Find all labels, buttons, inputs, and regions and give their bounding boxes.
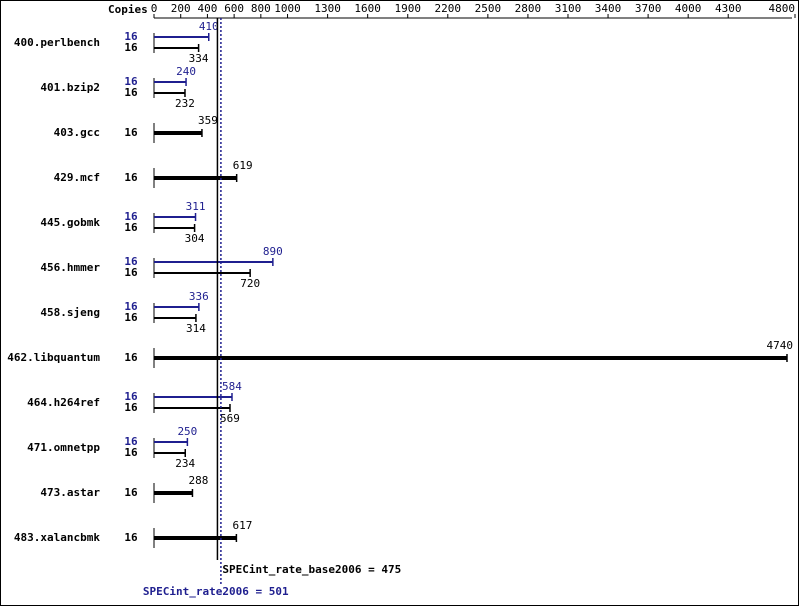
copies: 16 [124,210,138,223]
copies: 16 [124,75,138,88]
category-label: 401.bzip2 [40,81,100,94]
category-label: 445.gobmk [40,216,100,229]
x-tick-label: 2800 [515,2,542,15]
category-label: 464.h264ref [27,396,100,409]
x-tick-label: 1600 [354,2,381,15]
value-label: 4740 [766,339,793,352]
x-tick-label: 1000 [274,2,301,15]
copies: 16 [124,531,138,544]
copies: 16 [124,255,138,268]
category-label: 483.xalancbmk [14,531,100,544]
x-tick-label: 2200 [435,2,462,15]
copies: 16 [124,86,138,99]
x-tick-label: 4300 [715,2,742,15]
copies: 16 [124,401,138,414]
copies: 16 [124,311,138,324]
copies: 16 [124,171,138,184]
x-tick-label: 800 [251,2,271,15]
copies: 16 [124,351,138,364]
x-tick-label: 4000 [675,2,702,15]
value-label: 359 [198,114,218,127]
value-label: 720 [240,277,260,290]
copies: 16 [124,435,138,448]
value-label: 584 [222,380,242,393]
base-line-label: SPECint_rate_base2006 = 475 [222,563,401,576]
value-label: 619 [233,159,253,172]
copies: 16 [124,30,138,43]
copies: 16 [124,390,138,403]
value-label: 334 [189,52,209,65]
x-tick-label: 0 [151,2,158,15]
value-label: 410 [199,20,219,33]
value-label: 314 [186,322,206,335]
x-tick-label: 2500 [475,2,502,15]
peak-line-label: SPECint_rate2006 = 501 [143,585,289,598]
category-label: 473.astar [40,486,100,499]
value-label: 240 [176,65,196,78]
copies: 16 [124,266,138,279]
x-tick-label: 1900 [394,2,421,15]
category-label: 462.libquantum [7,351,100,364]
copies: 16 [124,221,138,234]
copies: 16 [124,41,138,54]
category-label: 471.omnetpp [27,441,100,454]
x-tick-label: 3400 [595,2,622,15]
value-label: 232 [175,97,195,110]
category-label: 458.sjeng [40,306,100,319]
value-label: 250 [177,425,197,438]
value-label: 890 [263,245,283,258]
x-tick-label: 600 [224,2,244,15]
category-label: 456.hmmer [40,261,100,274]
copies: 16 [124,486,138,499]
category-label: 400.perlbench [14,36,100,49]
x-tick-label: 400 [197,2,217,15]
value-label: 234 [175,457,195,470]
copies: 16 [124,446,138,459]
copies: 16 [124,126,138,139]
copies: 16 [124,300,138,313]
x-tick-label: 3100 [555,2,582,15]
category-label: 429.mcf [54,171,100,184]
value-label: 304 [185,232,205,245]
value-label: 288 [189,474,209,487]
value-label: 336 [189,290,209,303]
copies-header: Copies [108,3,148,16]
x-tick-label: 1300 [314,2,341,15]
x-tick-label: 3700 [635,2,662,15]
value-label: 569 [220,412,240,425]
value-label: 617 [232,519,252,532]
value-label: 311 [186,200,206,213]
x-tick-label: 4800 [769,2,796,15]
category-label: 403.gcc [54,126,100,139]
x-tick-label: 200 [171,2,191,15]
